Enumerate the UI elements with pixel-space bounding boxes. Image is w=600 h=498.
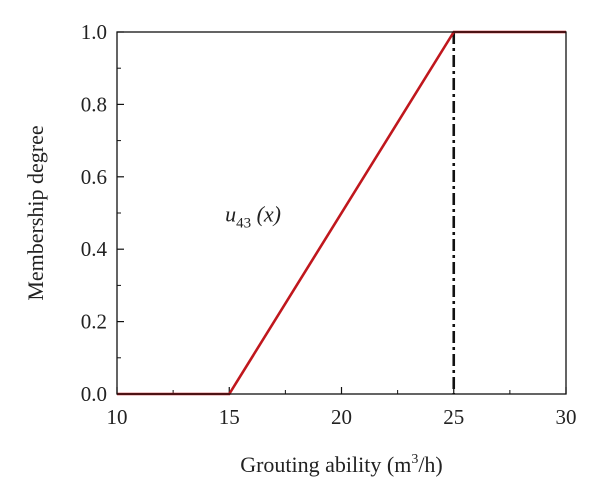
y-tick-label: 0.0	[81, 382, 107, 406]
y-tick-label: 0.4	[81, 237, 108, 261]
x-tick-label: 20	[331, 405, 352, 429]
curve-annotation: u43 (x)	[225, 201, 281, 231]
series-layer	[117, 30, 566, 396]
tick-labels: 10 15 20 25 30 0.0 0.2 0.4 0.6 0.8 1.0	[81, 20, 577, 429]
y-tick-label: 0.8	[81, 92, 107, 116]
x-tick-label: 25	[443, 405, 464, 429]
y-axis-label: Membership degree	[23, 125, 48, 300]
x-tick-label: 30	[556, 405, 577, 429]
y-tick-label: 0.2	[81, 310, 107, 334]
x-tick-label: 10	[107, 405, 128, 429]
x-tick-label: 15	[219, 405, 240, 429]
x-axis-label: Grouting ability (m3/h)	[240, 452, 443, 477]
y-tick-label: 0.6	[81, 165, 107, 189]
plot-frame	[116, 31, 567, 395]
y-tick-label: 1.0	[81, 20, 107, 44]
membership-curve	[117, 30, 566, 396]
